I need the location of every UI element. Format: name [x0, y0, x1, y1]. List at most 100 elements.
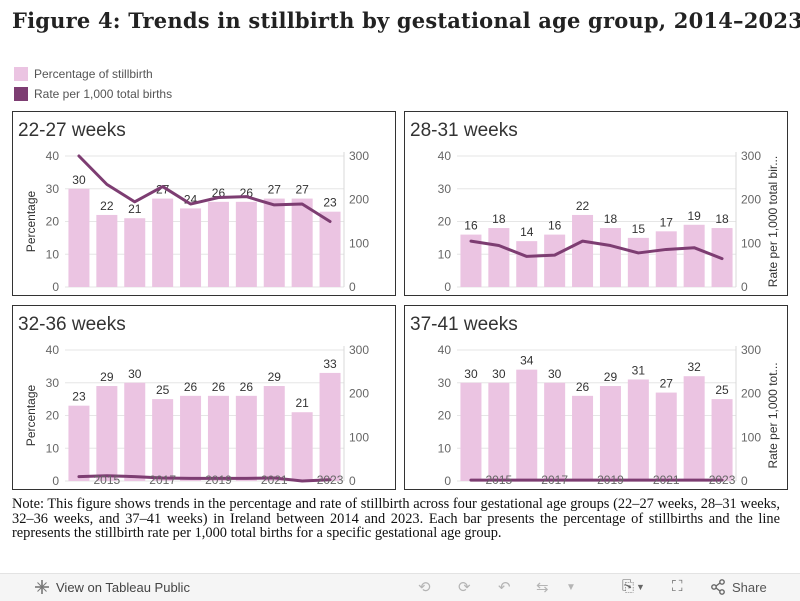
- pause-dropdown-icon[interactable]: ▼: [566, 582, 576, 593]
- legend-item-percentage[interactable]: Percentage of stillbirth: [14, 64, 172, 84]
- bar-2022: [684, 376, 705, 481]
- view-on-tableau-label: View on Tableau Public: [56, 580, 190, 595]
- y-tick-right: 300: [349, 149, 369, 163]
- y-tick-left: 20: [46, 215, 60, 229]
- y-tick-left: 20: [438, 409, 452, 423]
- y-tick-right: 0: [741, 474, 748, 488]
- bar-2017: [152, 199, 173, 287]
- y-tick-right: 300: [741, 343, 761, 357]
- x-tick-label: 2023: [317, 473, 344, 487]
- refresh-icon[interactable]: ⇆: [536, 578, 549, 596]
- share-icon: [710, 579, 726, 595]
- bar-2018: [572, 215, 593, 287]
- bar-value-label: 30: [548, 367, 562, 381]
- bar-2014: [460, 383, 481, 481]
- y-tick-left: 30: [46, 182, 60, 196]
- x-tick-label: 2019: [597, 473, 624, 487]
- tableau-toolbar: View on Tableau Public ⟲ ⟳ ↶ ⇆ ▼ ⎘▼ ⛶ Sh…: [0, 573, 800, 601]
- bar-value-label: 30: [128, 367, 142, 381]
- bar-value-label: 29: [268, 370, 282, 384]
- y-tick-left: 0: [52, 474, 59, 488]
- bar-2019: [208, 396, 229, 481]
- bar-2018: [572, 396, 593, 481]
- tableau-logo-icon: [34, 579, 50, 595]
- bar-2015: [96, 386, 117, 481]
- bar-2020: [236, 202, 257, 287]
- bar-2017: [152, 399, 173, 481]
- bar-value-label: 31: [632, 363, 646, 377]
- bar-value-label: 21: [295, 396, 309, 410]
- bar-2023: [712, 399, 733, 481]
- y-tick-left: 30: [438, 182, 452, 196]
- bar-2015: [488, 383, 509, 481]
- y-axis-title-left: Percentage: [24, 384, 38, 446]
- redo-icon[interactable]: ⟳: [458, 578, 471, 596]
- y-tick-left: 0: [444, 474, 451, 488]
- bar-value-label: 27: [268, 183, 282, 197]
- legend-swatch-percentage: [14, 67, 28, 81]
- bar-value-label: 32: [687, 360, 701, 374]
- y-tick-left: 10: [438, 247, 452, 261]
- legend-item-rate[interactable]: Rate per 1,000 total births: [14, 84, 172, 104]
- bar-2022: [292, 199, 313, 287]
- y-tick-right: 100: [349, 236, 369, 250]
- fullscreen-icon[interactable]: ⛶: [672, 578, 683, 595]
- download-icon[interactable]: ⎘▼: [622, 578, 645, 595]
- bar-2019: [600, 386, 621, 481]
- bar-2018: [180, 396, 201, 481]
- bar-2015: [488, 228, 509, 287]
- bar-value-label: 29: [100, 370, 114, 384]
- share-button[interactable]: Share: [710, 579, 767, 595]
- y-tick-right: 100: [741, 236, 761, 250]
- y-tick-right: 0: [349, 280, 356, 294]
- bar-value-label: 18: [604, 212, 618, 226]
- bar-2020: [628, 379, 649, 481]
- bar-value-label: 18: [715, 212, 729, 226]
- view-on-tableau-link[interactable]: View on Tableau Public: [34, 579, 190, 595]
- y-tick-right: 0: [349, 474, 356, 488]
- y-tick-right: 300: [741, 149, 761, 163]
- y-tick-left: 10: [46, 441, 60, 455]
- legend: Percentage of stillbirth Rate per 1,000 …: [14, 64, 172, 104]
- bar-2021: [656, 393, 677, 481]
- y-tick-right: 200: [741, 387, 761, 401]
- bar-value-label: 30: [464, 367, 478, 381]
- legend-swatch-rate: [14, 87, 28, 101]
- bar-2019: [600, 228, 621, 287]
- figure-note: Note: This figure shows trends in the pe…: [12, 497, 780, 541]
- revert-icon[interactable]: ↶: [498, 578, 511, 596]
- y-tick-right: 200: [349, 387, 369, 401]
- y-tick-left: 10: [46, 247, 60, 261]
- bar-value-label: 26: [576, 380, 590, 394]
- legend-label-percentage: Percentage of stillbirth: [34, 67, 153, 81]
- share-label: Share: [732, 580, 767, 595]
- bar-value-label: 22: [576, 199, 590, 213]
- y-tick-left: 30: [46, 376, 60, 390]
- y-tick-left: 40: [46, 149, 60, 163]
- bar-value-label: 23: [72, 390, 86, 404]
- bar-2014: [68, 406, 89, 481]
- y-tick-left: 0: [52, 280, 59, 294]
- x-tick-label: 2019: [205, 473, 232, 487]
- bar-value-label: 29: [604, 370, 618, 384]
- undo-icon[interactable]: ⟲: [418, 578, 431, 596]
- bar-2017: [544, 235, 565, 287]
- bar-value-label: 21: [128, 202, 142, 216]
- bar-2021: [656, 231, 677, 287]
- y-tick-left: 20: [438, 215, 452, 229]
- figure-title: Figure 4: Trends in stillbirth by gestat…: [12, 8, 800, 33]
- x-tick-label: 2023: [709, 473, 736, 487]
- x-tick-label: 2017: [149, 473, 176, 487]
- bar-2020: [628, 238, 649, 287]
- bar-2021: [264, 199, 285, 287]
- bar-2017: [544, 383, 565, 481]
- y-tick-left: 10: [438, 441, 452, 455]
- bar-value-label: 25: [715, 383, 729, 397]
- bar-2016: [516, 241, 537, 287]
